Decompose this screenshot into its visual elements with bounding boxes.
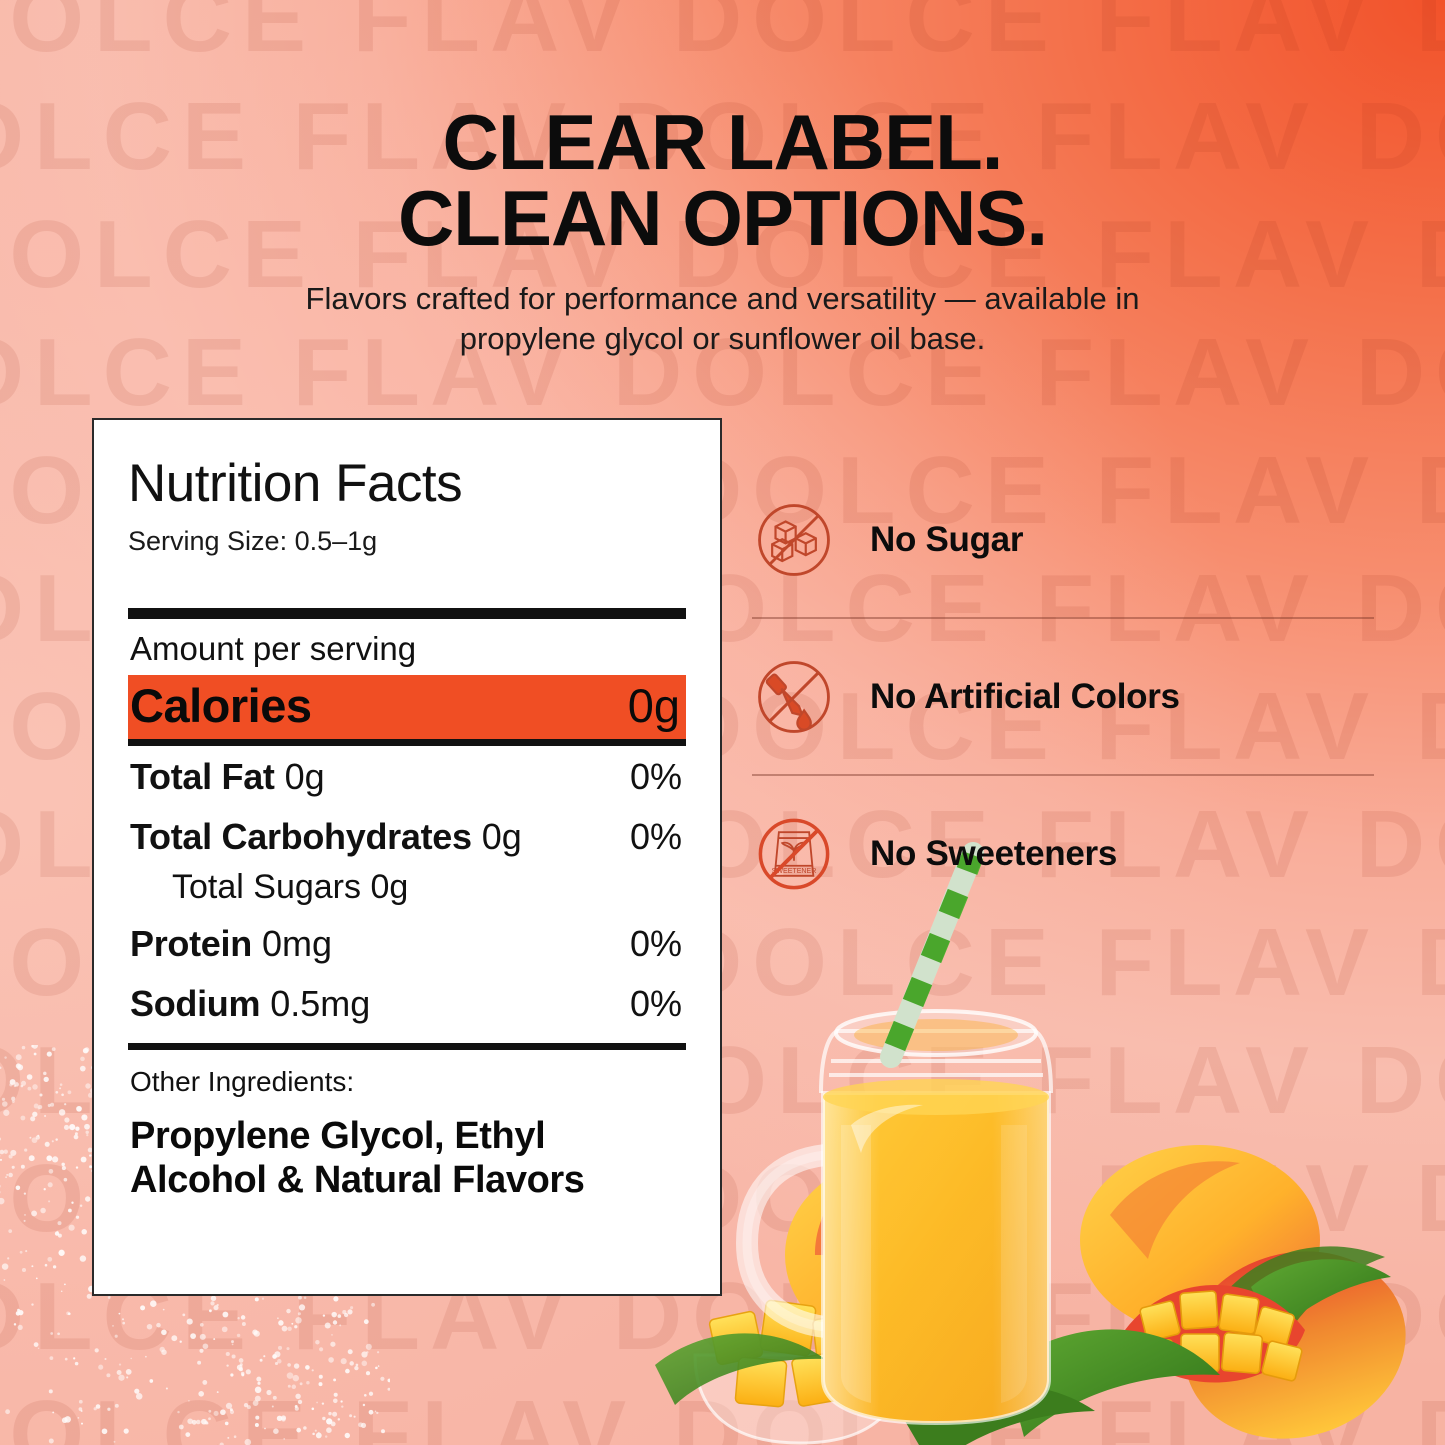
nutrient-name: Total Carbohydrates — [130, 815, 472, 857]
table-row: Sodium 0.5mg 0% — [128, 973, 686, 1033]
calories-label: Calories — [130, 678, 312, 732]
watermark-row: DOLCE FLAV DOLCE FLAV DOLCE FLAV DOLCE F… — [0, 0, 1445, 72]
watermark-row: DOLCE FLAV DOLCE FLAV DOLCE FLAV DOLCE F… — [0, 83, 1445, 190]
feature-item-no-sweeteners: SWEETENER No Sweeteners — [752, 776, 1374, 931]
table-row: Total Carbohydrates 0g 0% — [128, 806, 686, 866]
headline-line-1: CLEAR LABEL. — [442, 98, 1004, 186]
other-ingredients-label: Other Ingredients: — [130, 1065, 355, 1097]
no-artificial-colors-icon — [752, 655, 836, 739]
nutrition-rule-top — [128, 607, 686, 619]
nutrient-amount: 0g — [284, 755, 325, 797]
nutrient-name: Total Fat — [130, 755, 275, 797]
serving-size-text: Serving Size: 0.5–1g — [128, 525, 378, 556]
calories-row: Calories 0g — [128, 674, 686, 739]
other-ingredients-value: Propylene Glycol, Ethyl Alcohol & Natura… — [128, 1098, 686, 1203]
nutrient-amount: 0.5mg — [270, 982, 371, 1024]
nutrition-facts-title: Nutrition Facts — [128, 454, 463, 513]
subheadline: Flavors crafted for performance and vers… — [0, 279, 1445, 358]
nutrient-amount: 0mg — [261, 922, 332, 964]
nutrient-daily-value: 0% — [629, 815, 682, 857]
calories-value: 0g — [627, 678, 680, 732]
feature-item-no-artificial-colors: No Artificial Colors — [752, 619, 1374, 774]
feature-divider — [752, 774, 1374, 776]
amount-per-serving-label: Amount per serving — [130, 629, 417, 667]
header-block: CLEAR LABEL. CLEAN OPTIONS. Flavors craf… — [0, 98, 1445, 358]
nutrient-daily-value: 0% — [629, 982, 682, 1024]
nutrient-name-amount: Total Fat 0g — [130, 756, 325, 798]
subheadline-line-2: propylene glycol or sunflower oil base. — [459, 320, 986, 356]
table-row: Total Fat 0g 0% — [128, 746, 686, 806]
watermark-row: DOLCE FLAV DOLCE FLAV DOLCE FLAV DOLCE F… — [0, 319, 1445, 426]
feature-label: No Artificial Colors — [870, 676, 1180, 716]
headline-line-2: CLEAN OPTIONS. — [397, 174, 1048, 263]
nutrition-facts-panel: Nutrition Facts Serving Size: 0.5–1g Amo… — [92, 418, 722, 1296]
feature-divider — [752, 617, 1374, 619]
watermark-row: DOLCE FLAV DOLCE FLAV DOLCE FLAV DOLCE F… — [0, 1381, 1445, 1445]
nutrient-name-amount: Total Carbohydrates 0g — [130, 816, 522, 858]
nutrient-name: Protein — [130, 922, 252, 964]
feature-list: No Sugar No Artificial Colors — [752, 462, 1374, 931]
sweetener-packet-text: SWEETENER — [772, 867, 817, 874]
nutrition-rule-under-calories — [128, 738, 686, 746]
other-ingredients-line-1: Propylene Glycol, Ethyl — [130, 1114, 546, 1157]
no-sugar-icon — [752, 498, 836, 582]
other-ingredients-line-2: Alcohol & Natural Flavors — [130, 1159, 585, 1202]
table-row: Protein 0mg 0% — [128, 913, 686, 973]
nutrient-sub-row-total-sugars: Total Sugars 0g — [172, 867, 409, 906]
feature-item-no-sugar: No Sugar — [752, 462, 1374, 617]
nutrient-name: Sodium — [130, 982, 261, 1024]
watermark-row: DOLCE FLAV DOLCE FLAV DOLCE FLAV DOLCE F… — [0, 201, 1445, 308]
nutrient-amount: 0g — [481, 815, 522, 857]
nutrient-daily-value: 0% — [629, 922, 682, 964]
feature-label: No Sweeteners — [870, 833, 1118, 873]
nutrient-name-amount: Protein 0mg — [130, 923, 332, 965]
nutrient-name-amount: Sodium 0.5mg — [130, 983, 370, 1025]
nutrient-daily-value: 0% — [629, 755, 682, 797]
feature-label: No Sugar — [870, 519, 1024, 559]
nutrition-rule-bottom — [128, 1042, 686, 1050]
subheadline-line-1: Flavors crafted for performance and vers… — [305, 280, 1140, 316]
no-sweeteners-icon: SWEETENER — [752, 812, 836, 896]
